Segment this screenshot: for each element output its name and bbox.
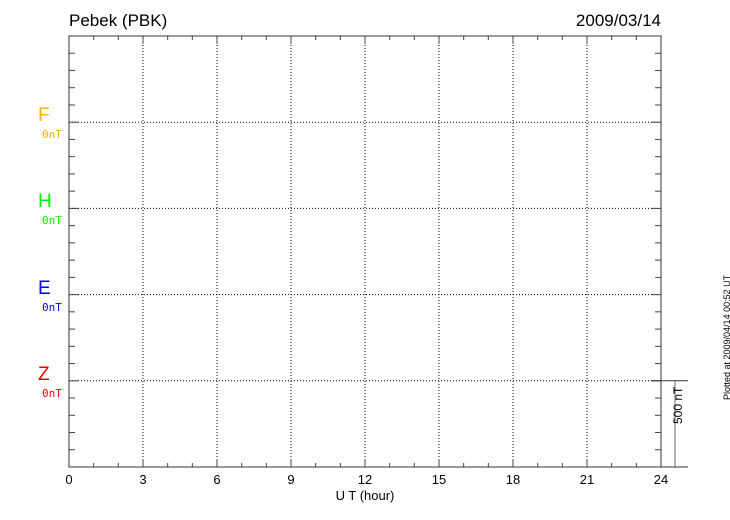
channel-baseline-value: 0nT	[42, 128, 62, 142]
x-tick-label: 18	[505, 472, 521, 487]
x-axis-label: U T (hour)	[335, 488, 395, 503]
plot-frame	[68, 35, 662, 468]
channel-baseline-value: 0nT	[42, 386, 62, 400]
x-tick-label: 6	[213, 472, 221, 487]
channel-baseline-value: 0nT	[42, 300, 62, 314]
station-title: Pebek (PBK)	[69, 11, 168, 30]
channel-label-E: E	[38, 277, 51, 299]
x-tick-label: 3	[139, 472, 147, 487]
channel-baseline-value: 0nT	[42, 214, 62, 228]
scale-bar-label: 500 nT	[671, 386, 685, 424]
x-tick-label: 9	[287, 472, 295, 487]
x-tick-label: 0	[65, 472, 73, 487]
plotted-at-note: Plotted at 2009/04/14 00:52 UT	[722, 274, 730, 400]
channel-label-F: F	[38, 105, 50, 127]
x-tick-label: 15	[431, 472, 447, 487]
channel-label-Z: Z	[38, 363, 50, 385]
x-tick-label: 12	[357, 472, 373, 487]
x-tick-label: 21	[579, 472, 595, 487]
channel-label-H: H	[38, 191, 52, 213]
plot-date: 2009/03/14	[575, 11, 661, 30]
x-tick-label: 24	[653, 472, 669, 487]
